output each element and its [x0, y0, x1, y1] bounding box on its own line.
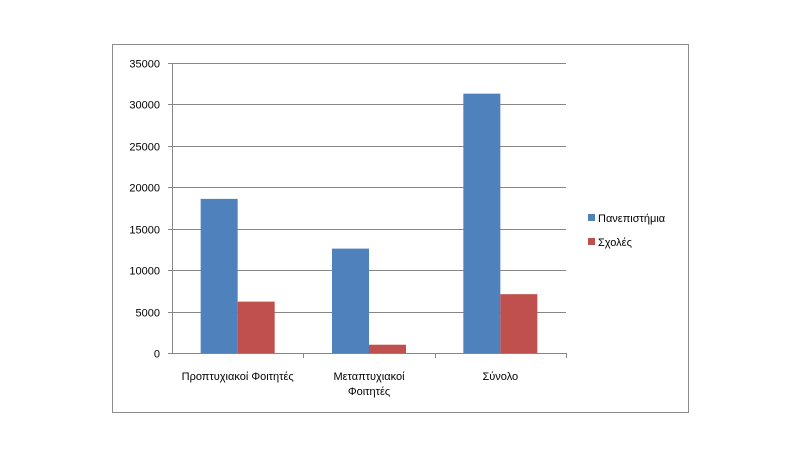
axes [172, 63, 567, 358]
legend-label: Σχολές [598, 237, 632, 249]
bar [369, 344, 406, 353]
bar [500, 294, 538, 353]
y-tick-label: 10000 [129, 266, 160, 278]
y-tick-label: 15000 [129, 225, 160, 237]
y-axis-ticks: 0 5000 10000 15000 20000 25000 30000 35000 [129, 59, 172, 361]
y-tick-label: 30000 [129, 100, 160, 112]
y-tick-label: 5000 [136, 308, 160, 320]
legend-label: Πανεπιστήμια [598, 213, 666, 225]
x-category-label: Μεταπτυχιακοί [333, 371, 405, 383]
x-category-label: Προπτυχιακοί Φοιτητές [182, 371, 294, 383]
bar [200, 198, 238, 353]
x-category-label: Σύνολο [482, 371, 518, 383]
legend-swatch [588, 214, 595, 221]
bars [200, 93, 538, 354]
y-tick-label: 20000 [129, 183, 160, 195]
x-category-label: Φοιτητές [348, 386, 390, 398]
y-tick-label: 35000 [129, 59, 160, 71]
bar [237, 301, 275, 353]
y-tick-label: 0 [154, 349, 160, 361]
x-axis-labels: Προπτυχιακοί Φοιτητές Μεταπτυχιακοί Φοιτητ… [182, 371, 519, 398]
legend-swatch [588, 238, 595, 245]
y-tick-label: 25000 [129, 142, 160, 154]
legend: Πανεπιστήμια Σχολές [588, 213, 666, 249]
bar [463, 93, 501, 354]
bar [332, 248, 369, 353]
